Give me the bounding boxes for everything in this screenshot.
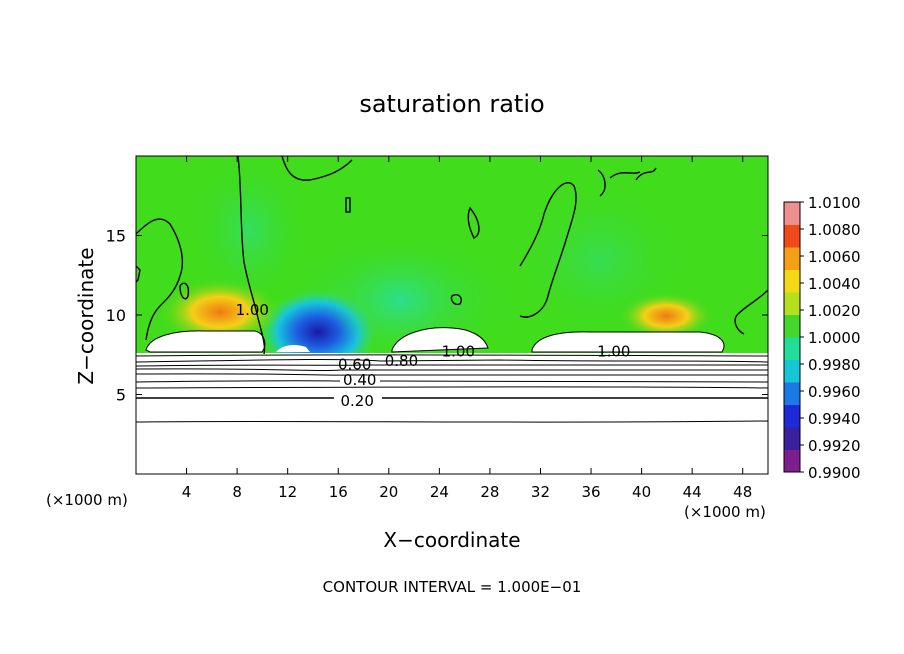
x-tick-label: 28 [480,483,499,501]
x-tick-label: 36 [581,483,600,501]
contour-1.00 [345,197,351,213]
colorbar-tick-label: 0.9980 [808,356,861,374]
x-unit-left: (×1000 m) [46,491,128,509]
x-tick-label: 12 [278,483,297,501]
colorbar-tick-label: 0.9900 [808,464,861,482]
contour-label: 1.00 [236,301,269,319]
contour-1.00 [519,182,577,318]
contour-1.00 [734,289,768,335]
contour-0.60 [136,368,768,372]
contour-1.00 [179,282,190,300]
x-axis-label: X−coordinate [383,528,520,552]
chart-title: saturation ratio [359,90,544,118]
contour-label: 0.40 [343,371,376,389]
colorbar-segment [784,292,800,315]
x-tick-label: 44 [683,483,702,501]
contour-1.00 [237,156,266,355]
contour-0.30 [136,386,768,389]
colorbar-tick-label: 1.0100 [808,194,861,212]
colorbar-segment [784,359,800,383]
cloud-patch [531,331,725,353]
colorbar-segment [784,247,800,270]
field-warm-region [618,292,714,340]
colorbar-segment [784,382,800,405]
x-tick-label: 4 [182,483,192,501]
x-tick-label: 16 [329,483,348,501]
contour-0.70 [136,364,768,367]
contour-0.80 [136,358,768,363]
x-tick-label: 32 [531,483,550,501]
colorbar-segment [784,202,800,225]
contour-0.90 [136,354,768,357]
colorbar-tick-label: 0.9940 [808,410,861,428]
contour-1.00 [450,294,462,306]
contour-label: 1.00 [442,343,475,361]
contour-1.00 [467,206,480,239]
contour-1.00 [597,167,657,197]
colorbar-segment [784,314,800,338]
contour-label: 0.80 [385,352,418,370]
contour-0.50 [136,373,768,376]
y-axis-label: Z−coordinate [74,247,98,384]
contour-label: 0.20 [340,392,373,410]
contour-1.00 [136,265,141,283]
contour-1.00 [281,156,353,181]
x-tick-label: 24 [430,483,449,501]
colorbar-segment [784,427,800,450]
contour-label: 0.60 [338,355,371,373]
contour-labels: 1.00 1.00 1.00 0.80 0.600.40 0.20 [236,301,631,410]
cloud-patch [145,330,266,353]
colorbar-tick-label: 1.0040 [808,275,861,293]
colorbar-tick-label: 1.0060 [808,248,861,266]
contour-0.40 [136,380,768,383]
cloud-patch [276,344,310,352]
colorbar-tick-label: 0.9920 [808,437,861,455]
y-axis: 5 10 15 [106,227,768,405]
colorbar-segment [784,224,800,248]
contour-interval-note: CONTOUR INTERVAL = 1.000E−01 [323,578,582,596]
x-axis: 4 8 12 16 20 24 28 32 36 40 44 48 [182,156,752,501]
field-lower-layer [136,353,768,474]
colorbar: 1.0100 1.0080 1.0060 1.0040 1.0020 1.0000 0.99… [783,194,861,482]
colorbar-tick-label: 1.0020 [808,302,861,320]
colorbar-tick-label: 1.0000 [808,329,861,347]
colorbar-segment [784,337,800,360]
colorbar-tick-label: 1.0080 [808,221,861,239]
contour-1.00 [136,218,184,341]
cloud-patch [391,327,489,353]
y-tick-label: 15 [106,227,126,246]
colorbar-segment [784,269,800,293]
contour-label: 1.00 [597,343,630,361]
colorbar-segment [784,449,800,473]
x-tick-label: 20 [379,483,398,501]
y-tick-label: 5 [116,386,126,405]
x-tick-label: 48 [733,483,752,501]
field-teal-patch [190,156,310,310]
x-tick-label: 40 [632,483,651,501]
colorbar-tick-label: 0.9960 [808,383,861,401]
x-unit-right: (×1000 m) [684,503,766,521]
x-tick-label: 8 [232,483,242,501]
colorbar-segment [784,404,800,428]
field-warm-region [158,278,282,346]
contour-0.10 [136,420,768,423]
y-tick-label: 10 [106,306,126,325]
